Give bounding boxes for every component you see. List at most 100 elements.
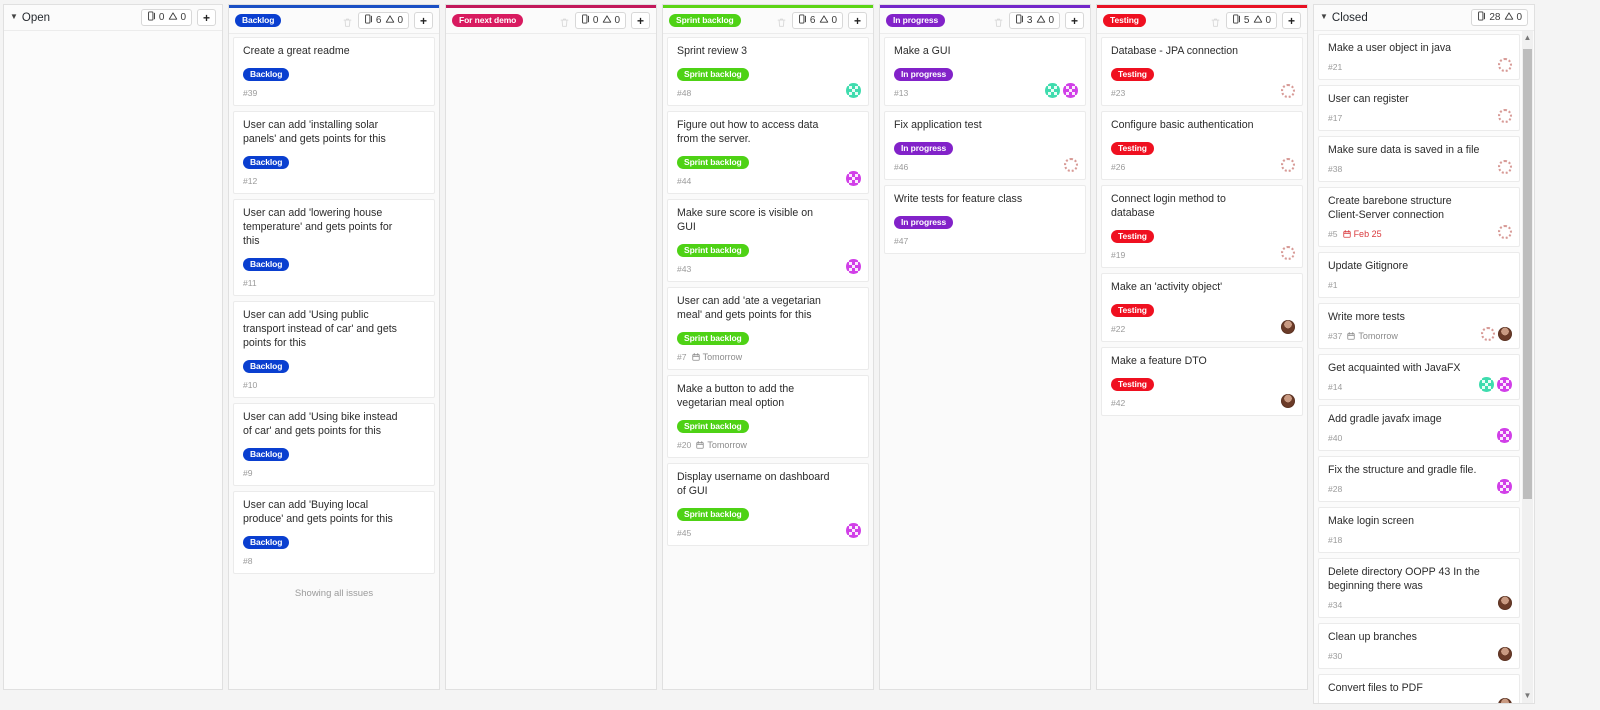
due-date-text: Tomorrow xyxy=(1358,330,1398,341)
task-card[interactable]: Database - JPA connection Testing #23 xyxy=(1101,37,1303,106)
scroll-up-arrow-icon[interactable]: ▲ xyxy=(1523,33,1532,42)
add-card-button[interactable]: + xyxy=(1065,12,1084,29)
alert-icon xyxy=(168,11,178,24)
task-card[interactable]: User can register #17 xyxy=(1318,84,1520,131)
task-card[interactable]: Create a great readme Backlog #39 xyxy=(233,37,435,106)
task-card-icons xyxy=(1498,697,1512,703)
task-card[interactable]: Display username on dashboard of GUI Spri… xyxy=(667,462,869,546)
add-card-button[interactable]: + xyxy=(1282,12,1301,29)
task-card[interactable]: Make a button to add the vegetarian meal… xyxy=(667,374,869,458)
task-card[interactable]: User can add 'Using bike instead of car'… xyxy=(233,402,435,486)
status-badge: Sprint backlog xyxy=(677,419,749,433)
issue-count: 28 xyxy=(1477,11,1500,24)
task-card-title: Clean up branches xyxy=(1328,630,1417,643)
task-card[interactable]: User can add 'Buying local produce' and … xyxy=(233,490,435,574)
scroll-down-arrow-icon[interactable]: ▼ xyxy=(1523,691,1532,700)
identicon-avatar xyxy=(846,82,861,98)
task-card[interactable]: Make a GUI In progress #13 xyxy=(884,37,1086,106)
caret-down-icon[interactable]: ▼ xyxy=(10,11,18,21)
task-card[interactable]: Configure basic authentication Testing #26 xyxy=(1101,110,1303,180)
task-card-label-row: Sprint backlog xyxy=(677,152,860,170)
task-card-label-row: In progress xyxy=(894,212,1077,230)
task-card-meta: #22 xyxy=(1111,324,1294,334)
task-card[interactable]: Connect login method to database Testing #… xyxy=(1101,184,1303,268)
due-date-text: Tomorrow xyxy=(702,351,743,362)
task-card-icons xyxy=(1498,224,1512,239)
board-column-in-progress: In progress 3 0 + Make a GUI In progress #13 Fi… xyxy=(879,4,1091,690)
scrollbar-track[interactable] xyxy=(1522,45,1533,689)
status-badge: Testing xyxy=(1111,229,1154,243)
task-card-title: User can add 'Using public transport ins… xyxy=(243,308,397,349)
trash-icon[interactable] xyxy=(342,15,353,27)
task-card[interactable]: User can add 'lowering house temperature… xyxy=(233,198,435,296)
add-card-button[interactable]: + xyxy=(631,12,650,29)
task-card[interactable]: Make a feature DTO Testing #42 xyxy=(1101,346,1303,416)
task-card[interactable]: User can add 'installing solar panels' a… xyxy=(233,110,435,194)
task-card[interactable]: Delete directory OOPP 43 In the beginnin… xyxy=(1318,557,1520,618)
trash-icon[interactable] xyxy=(776,15,787,27)
task-card-label-row: Backlog xyxy=(243,254,426,272)
task-card-meta: #43 xyxy=(677,264,860,274)
task-card-meta: #26 xyxy=(1111,162,1294,172)
task-card-icons xyxy=(1045,82,1078,98)
task-card[interactable]: User can add 'Using public transport ins… xyxy=(233,300,435,398)
column-body: Make a GUI In progress #13 Fix application … xyxy=(880,34,1090,689)
task-card[interactable]: Write more tests #37 Tomorrow xyxy=(1318,302,1520,349)
task-card[interactable]: Fix the structure and gradle file. #28 xyxy=(1318,455,1520,502)
task-number: #46 xyxy=(894,161,909,172)
alert-count: 0 xyxy=(385,14,403,27)
column-accent-bar xyxy=(663,5,873,8)
column-scrollbar[interactable]: ▲ ▼ xyxy=(1522,31,1533,703)
column-body xyxy=(4,31,222,689)
caret-down-icon[interactable]: ▼ xyxy=(1320,11,1328,21)
add-card-button[interactable]: + xyxy=(848,12,867,29)
task-number: #43 xyxy=(677,263,692,274)
trash-icon[interactable] xyxy=(993,15,1004,27)
task-card-title: Sprint review 3 xyxy=(677,45,748,57)
task-card[interactable]: Make an 'activity object' Testing #22 xyxy=(1101,272,1303,342)
task-card-label-row: Backlog xyxy=(243,64,426,82)
status-badge: Backlog xyxy=(243,155,290,169)
task-card[interactable]: Get acquainted with JavaFX #14 xyxy=(1318,353,1520,400)
task-card[interactable]: Add gradle javafx image #40 xyxy=(1318,404,1520,451)
task-card[interactable]: Update Gitignore #1 xyxy=(1318,251,1520,298)
task-card[interactable]: Make a user object in java #21 xyxy=(1318,34,1520,80)
task-card-meta: #10 xyxy=(243,380,426,390)
task-card[interactable]: Write tests for feature class In progress… xyxy=(884,184,1086,254)
task-card[interactable]: Make sure score is visible on GUI Sprint … xyxy=(667,198,869,282)
task-card-icons xyxy=(1498,108,1512,123)
issue-count: 0 xyxy=(147,11,164,24)
task-card[interactable]: User can add 'ate a vegetarian meal' and… xyxy=(667,286,869,370)
task-card-title: Convert files to PDF xyxy=(1328,681,1423,694)
task-card[interactable]: Fix application test In progress #46 xyxy=(884,110,1086,180)
task-card[interactable]: Make login screen #18 xyxy=(1318,506,1520,553)
task-card-meta: #12 xyxy=(243,176,426,186)
task-card[interactable]: Clean up branches #30 xyxy=(1318,622,1520,669)
task-card-meta: #11 xyxy=(243,278,426,288)
scrollbar-thumb[interactable] xyxy=(1523,49,1532,499)
task-card-title: User can register xyxy=(1328,92,1409,105)
task-card-title: Get acquainted with JavaFX xyxy=(1328,361,1461,374)
task-card-icons xyxy=(846,170,861,186)
identicon-avatar xyxy=(1479,376,1494,392)
status-badge: Testing xyxy=(1111,377,1154,391)
trash-icon[interactable] xyxy=(559,15,570,27)
task-card[interactable]: Create barebone structure Client-Server … xyxy=(1318,186,1520,247)
task-card[interactable]: Sprint review 3 Sprint backlog #48 xyxy=(667,37,869,106)
identicon-avatar xyxy=(846,522,861,538)
task-card-meta: #17 xyxy=(1328,113,1511,123)
identicon-avatar xyxy=(846,258,861,274)
task-number: #8 xyxy=(243,555,253,566)
task-card[interactable]: Convert files to PDF #35 xyxy=(1318,673,1520,703)
add-card-button[interactable]: + xyxy=(414,12,433,29)
trash-icon[interactable] xyxy=(1210,15,1221,27)
task-number: #28 xyxy=(1328,483,1343,494)
avatar xyxy=(1281,393,1295,408)
task-card[interactable]: Make sure data is saved in a file #38 xyxy=(1318,135,1520,182)
task-card[interactable]: Figure out how to access data from the s… xyxy=(667,110,869,194)
add-card-button[interactable]: + xyxy=(197,9,216,26)
status-badge: Testing xyxy=(1111,67,1154,81)
